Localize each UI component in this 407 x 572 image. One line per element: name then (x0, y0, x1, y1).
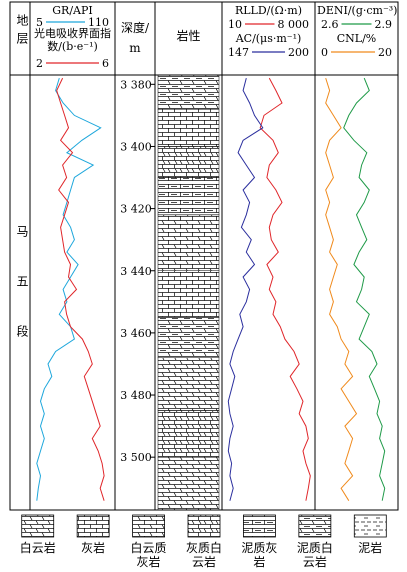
log-curve (56, 77, 105, 501)
scale-label: 200 (288, 46, 309, 59)
scale-label: 2.6 (321, 18, 339, 31)
scale-label: 10 (228, 18, 242, 31)
lithology-interval (157, 357, 220, 411)
lithology-interval (157, 317, 220, 359)
depth-tick-label: 3 500 (120, 451, 152, 464)
series-name: GR/API (52, 4, 93, 17)
lithology-interval (157, 146, 220, 178)
series-name: CNL/% (336, 32, 377, 45)
depth-tick-label: 3 380 (120, 78, 152, 91)
legend-swatch (76, 514, 110, 538)
depth-tick-label: 3 400 (120, 140, 152, 153)
legend-label: 泥岩 (358, 541, 383, 555)
scale-label: 110 (88, 16, 109, 29)
series-name: DENI/(g·cm⁻³) (317, 4, 398, 17)
legend-label: 灰岩 (81, 541, 106, 555)
lithology-interval (157, 214, 220, 271)
series-name: AC/(μs·m⁻¹) (235, 32, 302, 45)
lithology-interval (157, 108, 220, 147)
legend-swatch (21, 514, 55, 538)
lithology-interval (157, 456, 220, 511)
scale-label: 5 (36, 16, 43, 29)
legend-label: 白云质灰岩 (130, 541, 167, 569)
log-curve (36, 77, 102, 501)
scale-label: 20 (378, 46, 392, 59)
depth-tick-label: 3 440 (120, 265, 152, 278)
legend-swatch (298, 514, 332, 538)
legend-label: 白云岩 (19, 541, 56, 555)
depth-tick-label: 3 420 (120, 203, 152, 216)
legend-label: 泥质白云岩 (296, 541, 333, 569)
scale-label: 2.9 (375, 18, 393, 31)
legend-swatch (353, 514, 387, 538)
scale-label: 8 000 (278, 18, 310, 31)
lithology-interval (157, 270, 220, 318)
scale-label: 0 (321, 46, 328, 59)
depth-tick-label: 3 460 (120, 327, 152, 340)
lithology-interval (157, 74, 220, 110)
log-curve (259, 77, 311, 501)
legend-swatch (132, 514, 165, 538)
depth-tick-label: 3 480 (120, 389, 152, 402)
log-curve (343, 77, 386, 501)
lithology-interval (157, 410, 220, 458)
depth-header: 深度/m (120, 21, 150, 55)
log-curve (227, 77, 264, 501)
legend-label: 泥质灰岩 (241, 541, 278, 569)
lithology-header: 岩性 (176, 29, 201, 43)
strata-name: 马五段 (15, 225, 29, 375)
series-name: RLLD/(Ω·m) (234, 4, 303, 17)
legend-swatch (187, 514, 221, 538)
scale-label: 2 (36, 57, 43, 70)
strata-header: 地层 (15, 14, 29, 50)
scale-label: 6 (102, 57, 109, 70)
lithology-interval (157, 177, 220, 216)
legend-swatch (243, 514, 276, 538)
series-name: 光电吸收界面指数/(b·e⁻¹) (34, 27, 111, 53)
log-curve (325, 77, 358, 501)
legend-label: 灰质白云岩 (185, 541, 222, 569)
scale-label: 147 (228, 46, 249, 59)
